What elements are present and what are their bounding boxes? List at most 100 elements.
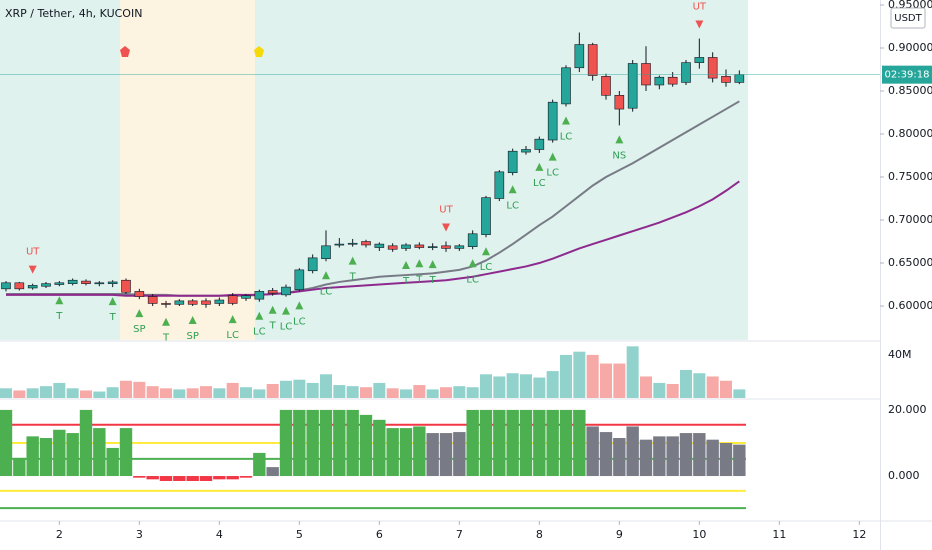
oscillator-bar: [586, 426, 599, 477]
y-tick-label: 0.75000: [888, 170, 932, 183]
signal-arrow: [255, 311, 264, 320]
volume-bar: [346, 386, 359, 398]
volume-bar: [0, 388, 12, 398]
volume-bar: [360, 387, 372, 398]
oscillator-bar: [599, 432, 613, 477]
oscillator-bar: [239, 476, 253, 478]
oscillator-bar: [93, 428, 106, 477]
oscillator-bar: [679, 433, 693, 477]
candle-body: [641, 63, 651, 86]
volume-bar: [466, 387, 479, 398]
signal-arrow: [228, 315, 237, 324]
volume-bar: [186, 388, 199, 398]
signal-arrow: [188, 316, 197, 325]
oscillator-bar: [319, 409, 333, 477]
signal-arrow: [162, 317, 170, 326]
signal-label: LC: [320, 286, 333, 297]
oscillator-bar: [639, 439, 653, 477]
oscillator-bar: [173, 476, 186, 481]
volume-bar: [680, 370, 692, 398]
volume-bar: [400, 389, 412, 398]
volume-bar: [386, 388, 399, 398]
signal-arrow: [282, 306, 290, 315]
volume-bar: [106, 387, 119, 398]
oscillator-bar: [119, 428, 133, 477]
candle-body: [1, 282, 11, 290]
volume-bar: [546, 371, 559, 398]
volume-bar: [706, 376, 719, 398]
candle-body: [587, 44, 598, 76]
candle-body: [27, 285, 38, 289]
volume-bar: [40, 386, 52, 398]
volume-bar: [120, 380, 132, 398]
volume-bar: [666, 384, 679, 398]
currency-box[interactable]: [890, 7, 926, 29]
oscillator-bar: [626, 426, 639, 477]
candle-body: [347, 242, 358, 245]
oscillator-bar: [453, 432, 466, 477]
oscillator-bar: [373, 419, 386, 477]
volume-bar: [373, 382, 386, 398]
x-tick-label: 6: [376, 528, 383, 541]
oscillator-tick-label: 0.000: [888, 469, 920, 482]
oscillator-bar: [0, 409, 13, 477]
signal-arrow: [562, 116, 570, 125]
oscillator-bar: [426, 433, 439, 477]
signal-arrow: [468, 259, 477, 268]
volume-bar: [653, 382, 666, 398]
volume-bar: [226, 382, 239, 398]
candle-body: [721, 76, 731, 83]
candle-body: [414, 244, 425, 248]
candle-body: [227, 295, 238, 304]
volume-bar: [426, 389, 439, 398]
signal-label: T: [109, 312, 117, 323]
signal-arrow: [548, 152, 557, 161]
signal-arrow: [615, 135, 624, 144]
signal-arrow: [442, 223, 450, 232]
candle-body: [241, 295, 251, 299]
oscillator-bar: [559, 409, 573, 477]
candle-body: [14, 282, 25, 290]
moving-average: [6, 100, 740, 297]
candle-body: [614, 94, 625, 110]
candle-body: [107, 281, 118, 284]
oscillator-bar: [466, 409, 479, 477]
volume-bar: [160, 388, 172, 398]
oscillator-bar: [666, 436, 679, 477]
oscillator-bar: [13, 457, 26, 477]
oscillator-bar: [613, 438, 626, 477]
candle-body: [481, 197, 491, 235]
x-tick-label: 12: [852, 528, 866, 541]
oscillator-bar: [519, 409, 533, 477]
signal-arrow: [695, 20, 704, 29]
currency-label[interactable]: USDT: [894, 13, 922, 24]
signal-arrow: [135, 309, 144, 318]
volume-bar: [13, 390, 26, 398]
candle-body: [387, 245, 398, 250]
oscillator-bar: [333, 409, 346, 477]
volume-bar: [213, 388, 226, 398]
volume-bar: [26, 388, 39, 398]
candle-body: [121, 279, 131, 293]
oscillator-bar: [479, 409, 493, 477]
y-tick-label: 0.65000: [888, 256, 932, 269]
signal-label: LC: [466, 274, 479, 285]
candle-body: [734, 74, 745, 83]
oscillator-bar: [186, 476, 199, 481]
volume-bar: [533, 377, 546, 398]
candle-body: [54, 282, 65, 285]
signal-label: LC: [546, 168, 559, 179]
x-tick-label: 5: [296, 528, 303, 541]
volume-bar: [506, 373, 519, 398]
candle-body: [374, 243, 385, 248]
signal-arrow: [268, 305, 277, 314]
oscillator-bar: [506, 409, 519, 477]
signal-label: UT: [693, 2, 707, 13]
signal-label: LC: [226, 330, 239, 341]
candle-body: [294, 269, 305, 290]
oscillator-bar: [159, 476, 173, 481]
volume-bar: [266, 384, 279, 398]
oscillator-bar: [133, 476, 146, 478]
oscillator-bar: [106, 447, 119, 477]
signal-arrow: [535, 162, 544, 171]
